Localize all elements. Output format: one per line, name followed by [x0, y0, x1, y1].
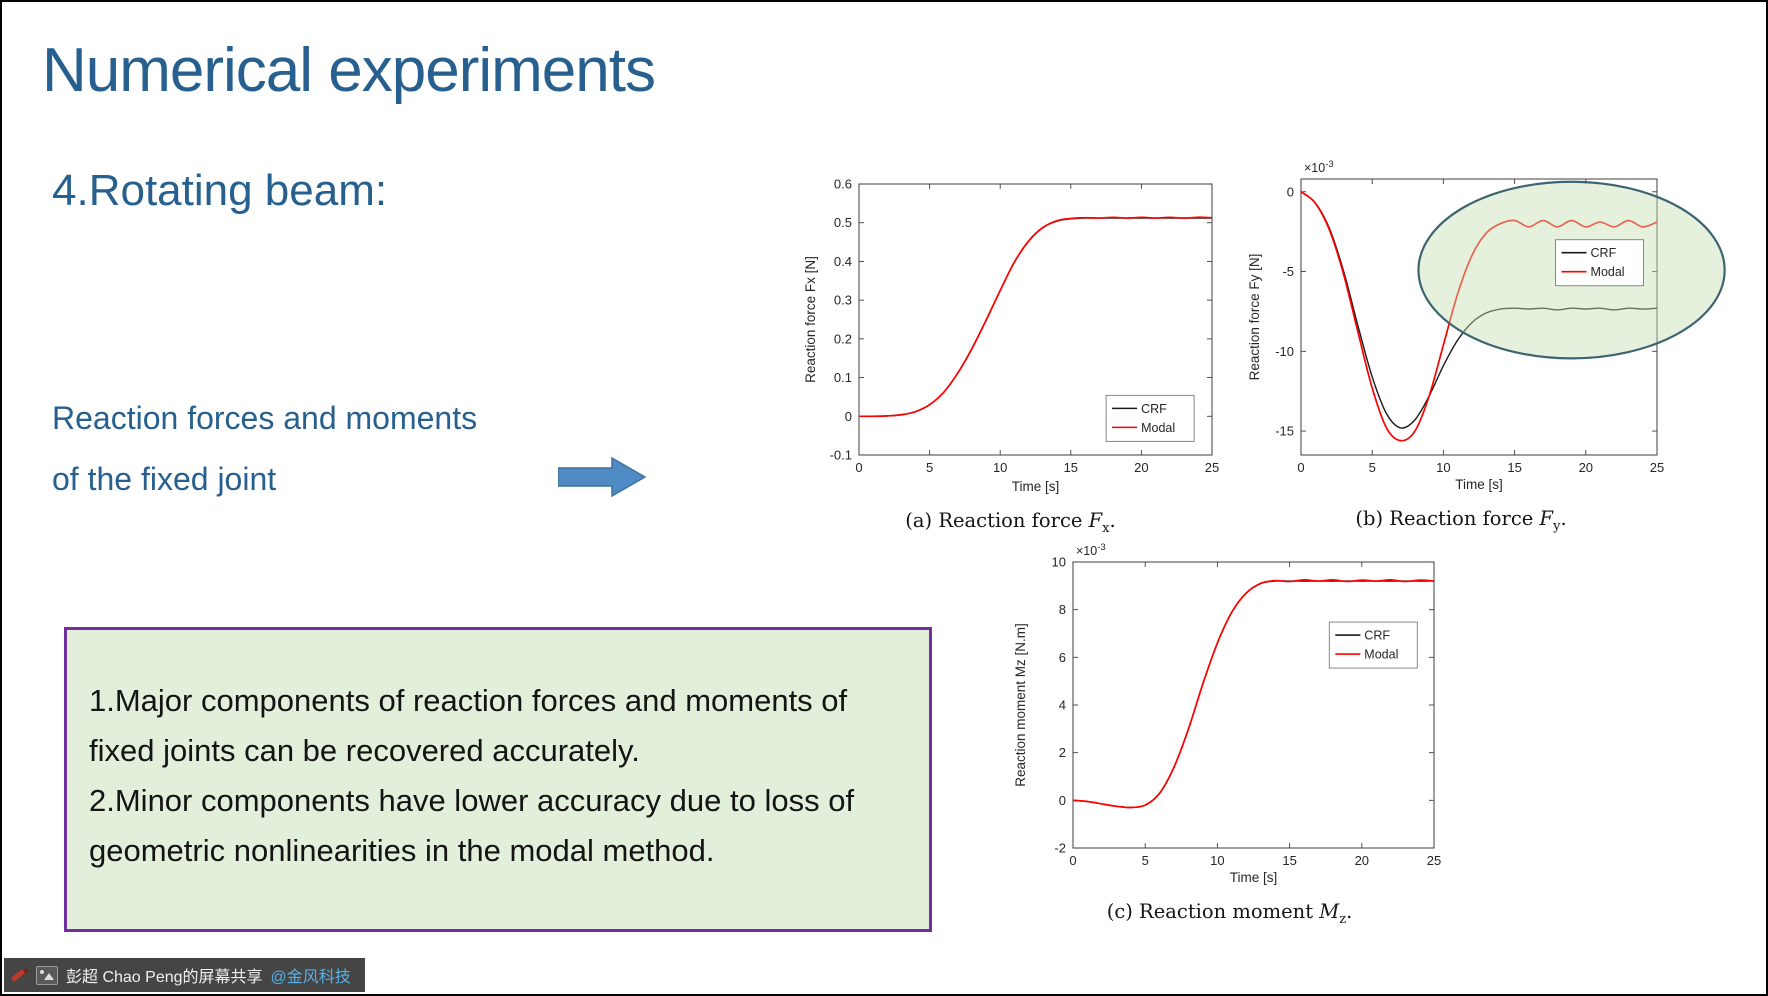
screenshare-handle: @金风科技 — [270, 969, 351, 986]
svg-text:0.2: 0.2 — [834, 331, 852, 346]
page-title: Numerical experiments — [42, 36, 656, 105]
x-axis-label: Time [s] — [1455, 477, 1503, 492]
plot-box — [1072, 561, 1435, 849]
svg-text:0: 0 — [845, 409, 852, 424]
legend: CRF Modal — [1105, 394, 1195, 442]
svg-text:CRF: CRF — [1364, 629, 1390, 643]
svg-text:20: 20 — [1134, 460, 1148, 475]
svg-text:5: 5 — [926, 460, 933, 475]
fy-line-chart: 0 5 10 15 20 25 -15 -10 -5 0 Time [s] Reaction forc… — [1247, 159, 1726, 492]
svg-text:Modal: Modal — [1591, 265, 1625, 279]
series-lines — [1300, 191, 1658, 442]
svg-text:2: 2 — [1059, 745, 1066, 760]
legend: CRF Modal — [1328, 621, 1418, 669]
svg-text:-10: -10 — [1275, 344, 1294, 359]
axis-exponent-label: ×10-3 — [1076, 542, 1106, 558]
chart-figure-fx: 0 5 10 15 20 25 -0.1 0 0.1 0.2 0.3 0.4 0.5 0.6 Time [s… — [801, 172, 1220, 536]
series-modal — [1072, 579, 1435, 809]
series-modal — [858, 216, 1213, 418]
image-icon[interactable] — [36, 965, 58, 985]
svg-text:15: 15 — [1282, 853, 1296, 868]
chart-caption-a: (a) Reaction force Fx. — [905, 509, 1116, 536]
svg-text:0.4: 0.4 — [834, 254, 852, 269]
svg-text:20: 20 — [1579, 460, 1593, 475]
section-heading: 4.Rotating beam: — [52, 166, 388, 215]
svg-text:25: 25 — [1650, 460, 1664, 475]
ticks: 0 5 10 15 20 25-0.100.10.20.30.40.50.6 — [830, 177, 1220, 476]
series-crf — [1300, 191, 1658, 429]
svg-text:0: 0 — [1069, 853, 1076, 868]
right-arrow-shape — [557, 456, 647, 498]
y-axis-label: Reaction force Fy [N] — [1247, 254, 1262, 381]
svg-text:-0.1: -0.1 — [830, 448, 852, 463]
svg-text:-5: -5 — [1282, 264, 1294, 279]
lead-line-2: of the fixed joint — [52, 461, 277, 497]
svg-text:0: 0 — [1059, 793, 1066, 808]
svg-text:0.5: 0.5 — [834, 215, 852, 230]
svg-text:25: 25 — [1427, 853, 1441, 868]
lead-text: Reaction forces and moments of the fixed… — [52, 388, 477, 510]
svg-text:8: 8 — [1059, 602, 1066, 617]
y-axis-label: Reaction moment Mz [N.m] — [1013, 623, 1028, 787]
svg-text:10: 10 — [1436, 460, 1450, 475]
svg-text:0.6: 0.6 — [834, 177, 852, 192]
svg-text:15: 15 — [1064, 460, 1078, 475]
svg-text:0: 0 — [855, 460, 862, 475]
finding-1: 1.Major components of reaction forces an… — [89, 683, 848, 768]
svg-text:5: 5 — [1142, 853, 1149, 868]
pen-icon[interactable] — [10, 966, 28, 984]
svg-text:CRF: CRF — [1141, 402, 1167, 416]
svg-text:10: 10 — [1210, 853, 1224, 868]
svg-text:0: 0 — [1297, 460, 1304, 475]
series-lines — [1072, 579, 1435, 809]
finding-2: 2.Minor components have lower accuracy d… — [89, 783, 855, 868]
svg-text:0.3: 0.3 — [834, 293, 852, 308]
svg-text:4: 4 — [1059, 698, 1066, 713]
svg-text:0.1: 0.1 — [834, 370, 852, 385]
screenshare-label: 彭超 Chao Peng的屏幕共享 — [66, 969, 263, 986]
ticks: 0 5 10 15 20 25 -15 -10 -5 0 — [1275, 179, 1664, 475]
svg-text:10: 10 — [993, 460, 1007, 475]
svg-text:20: 20 — [1355, 853, 1369, 868]
findings-note-box: 1.Major components of reaction forces an… — [64, 627, 932, 932]
chart-figure-mz: 0 5 10 15 20 25 -2 0 2 4 6 8 10 Time [s] Reaction mome… — [1011, 542, 1448, 927]
right-arrow-icon — [557, 456, 647, 498]
chart-caption-c: (c) Reaction moment Mz. — [1106, 900, 1353, 927]
series-modal — [1300, 191, 1658, 442]
chart-figure-fy: 0 5 10 15 20 25 -15 -10 -5 0 Time [s] Reaction forc… — [1245, 159, 1726, 534]
svg-text:15: 15 — [1507, 460, 1521, 475]
legend: CRF Modal — [1555, 239, 1644, 287]
svg-text:-2: -2 — [1054, 841, 1066, 856]
svg-text:CRF: CRF — [1591, 246, 1617, 260]
svg-text:0: 0 — [1287, 184, 1294, 199]
svg-text:5: 5 — [1369, 460, 1376, 475]
svg-text:10: 10 — [1052, 555, 1066, 570]
svg-text:25: 25 — [1205, 460, 1219, 475]
svg-text:Modal: Modal — [1364, 648, 1398, 662]
y-axis-label: Reaction force Fx [N] — [803, 256, 818, 383]
x-axis-label: Time [s] — [1230, 870, 1278, 885]
x-axis-label: Time [s] — [1012, 479, 1060, 494]
svg-text:Modal: Modal — [1141, 421, 1175, 435]
series-lines — [858, 216, 1213, 418]
svg-text:6: 6 — [1059, 650, 1066, 665]
axis-exponent-label: ×10-3 — [1304, 159, 1334, 175]
chart-caption-b: (b) Reaction force Fy. — [1355, 507, 1567, 534]
svg-text:-15: -15 — [1275, 424, 1294, 439]
screenshare-status-bar[interactable]: 彭超 Chao Peng的屏幕共享 @金风科技 — [4, 958, 365, 992]
lead-line-1: Reaction forces and moments — [52, 400, 478, 436]
